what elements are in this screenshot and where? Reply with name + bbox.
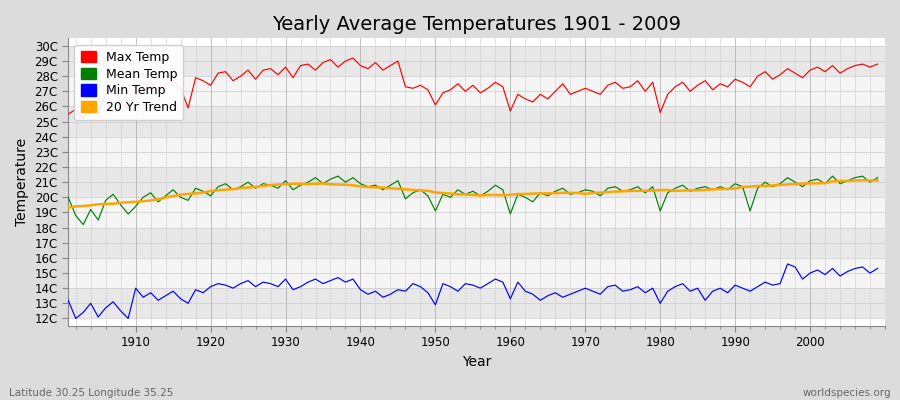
Mean Temp [63, 195, 74, 200]
Bar [68, 152, 885, 167]
Line: Mean Temp: Mean Temp [68, 176, 878, 224]
Bar [68, 46, 885, 61]
Text: Latitude 30.25 Longitude 35.25: Latitude 30.25 Longitude 35.25 [9, 388, 174, 398]
Mean Temp [347, 175, 358, 180]
Max Temp [130, 94, 141, 98]
Bar [68, 182, 885, 197]
20 Yr Trend [857, 178, 868, 183]
20 Yr Trend [498, 193, 508, 198]
20 Yr Trend [872, 178, 883, 183]
Line: 20 Yr Trend: 20 Yr Trend [68, 180, 878, 208]
Mean Temp [512, 192, 523, 197]
Max Temp [295, 63, 306, 68]
Bar [68, 212, 885, 228]
Bar [68, 197, 885, 212]
Max Temp [520, 96, 531, 101]
Bar [68, 273, 885, 288]
Min Temp [340, 280, 351, 284]
Max Temp [340, 59, 351, 64]
Min Temp [70, 316, 81, 321]
Mean Temp [295, 183, 306, 188]
Min Temp [782, 262, 793, 266]
Min Temp [512, 280, 523, 284]
Bar [68, 106, 885, 122]
Bar [68, 91, 885, 106]
Max Temp [77, 116, 88, 121]
Mean Temp [77, 222, 88, 227]
Min Temp [295, 284, 306, 289]
Line: Min Temp: Min Temp [68, 264, 878, 318]
Bar [68, 243, 885, 258]
Mean Temp [520, 195, 531, 200]
Bar [68, 228, 885, 243]
Min Temp [872, 266, 883, 271]
Max Temp [872, 62, 883, 66]
Bar [68, 122, 885, 137]
Min Temp [602, 284, 613, 289]
Max Temp [347, 56, 358, 60]
Min Temp [63, 298, 74, 303]
Bar [68, 76, 885, 91]
Max Temp [610, 80, 621, 85]
Mean Temp [130, 204, 141, 209]
Title: Yearly Average Temperatures 1901 - 2009: Yearly Average Temperatures 1901 - 2009 [272, 15, 681, 34]
Bar [68, 167, 885, 182]
Mean Temp [333, 174, 344, 178]
Bar [68, 258, 885, 273]
Mean Temp [872, 175, 883, 180]
Text: worldspecies.org: worldspecies.org [803, 388, 891, 398]
X-axis label: Year: Year [462, 355, 491, 369]
20 Yr Trend [505, 192, 516, 197]
20 Yr Trend [595, 190, 606, 195]
Legend: Max Temp, Mean Temp, Min Temp, 20 Yr Trend: Max Temp, Mean Temp, Min Temp, 20 Yr Tre… [75, 44, 184, 120]
20 Yr Trend [122, 200, 133, 204]
Bar [68, 303, 885, 318]
Max Temp [63, 112, 74, 116]
Line: Max Temp: Max Temp [68, 58, 878, 118]
Y-axis label: Temperature: Temperature [15, 138, 29, 226]
Bar [68, 288, 885, 303]
Bar [68, 61, 885, 76]
20 Yr Trend [63, 205, 74, 210]
Max Temp [512, 92, 523, 97]
Min Temp [505, 296, 516, 301]
Min Temp [130, 286, 141, 290]
20 Yr Trend [288, 181, 299, 186]
20 Yr Trend [333, 182, 344, 187]
Mean Temp [610, 184, 621, 189]
Bar [68, 137, 885, 152]
